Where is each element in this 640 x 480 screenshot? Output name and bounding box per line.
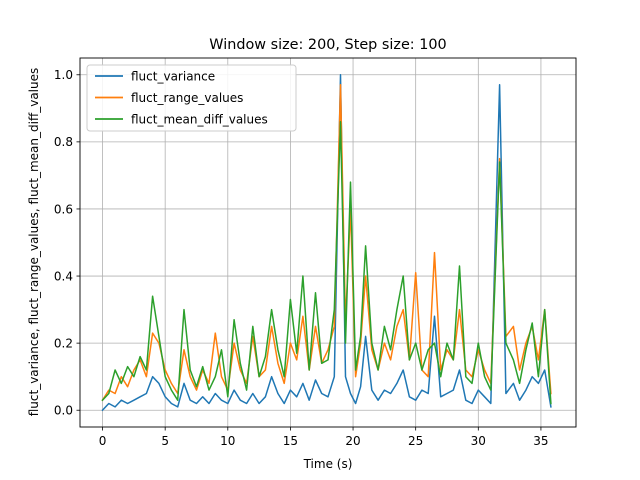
axis-ticks: 0 5 10 15 20 25 30 35 0.0 0.2 0.4 0.6 0.8 1.0 — [54, 68, 549, 448]
y-tick-label: 0.8 — [54, 135, 73, 149]
y-tick-label: 0.6 — [54, 202, 73, 216]
chart-title: Window size: 200, Step size: 100 — [209, 37, 446, 53]
series-line-fluct-variance — [101, 74, 552, 412]
y-tick-label: 0.0 — [54, 404, 73, 418]
legend-label: fluct_variance — [131, 69, 215, 83]
x-tick-label: 5 — [161, 434, 169, 448]
x-tick-label: 0 — [99, 434, 107, 448]
x-tick-label: 25 — [408, 434, 423, 448]
y-tick-label: 1.0 — [54, 68, 73, 82]
plot-frame — [79, 57, 577, 428]
legend-box — [86, 64, 297, 132]
y-tick-label: 0.2 — [54, 336, 73, 350]
x-tick-label: 35 — [533, 434, 548, 448]
y-tick-label: 0.4 — [54, 269, 73, 283]
x-tick-label: 30 — [471, 434, 486, 448]
legend-label: fluct_range_values — [131, 91, 243, 105]
x-tick-label: 20 — [345, 434, 360, 448]
legend: fluct_variance fluct_range_values fluct_me… — [86, 64, 297, 132]
series-line-fluct-mean-diff-values — [101, 120, 552, 405]
x-tick-label: 10 — [220, 434, 235, 448]
x-axis-label: Time (s) — [303, 457, 353, 471]
series-lines — [101, 74, 552, 412]
legend-label: fluct_mean_diff_values — [131, 112, 268, 126]
x-tick-label: 15 — [283, 434, 298, 448]
y-axis-label: fluct_variance, fluct_range_values, fluc… — [27, 68, 41, 417]
